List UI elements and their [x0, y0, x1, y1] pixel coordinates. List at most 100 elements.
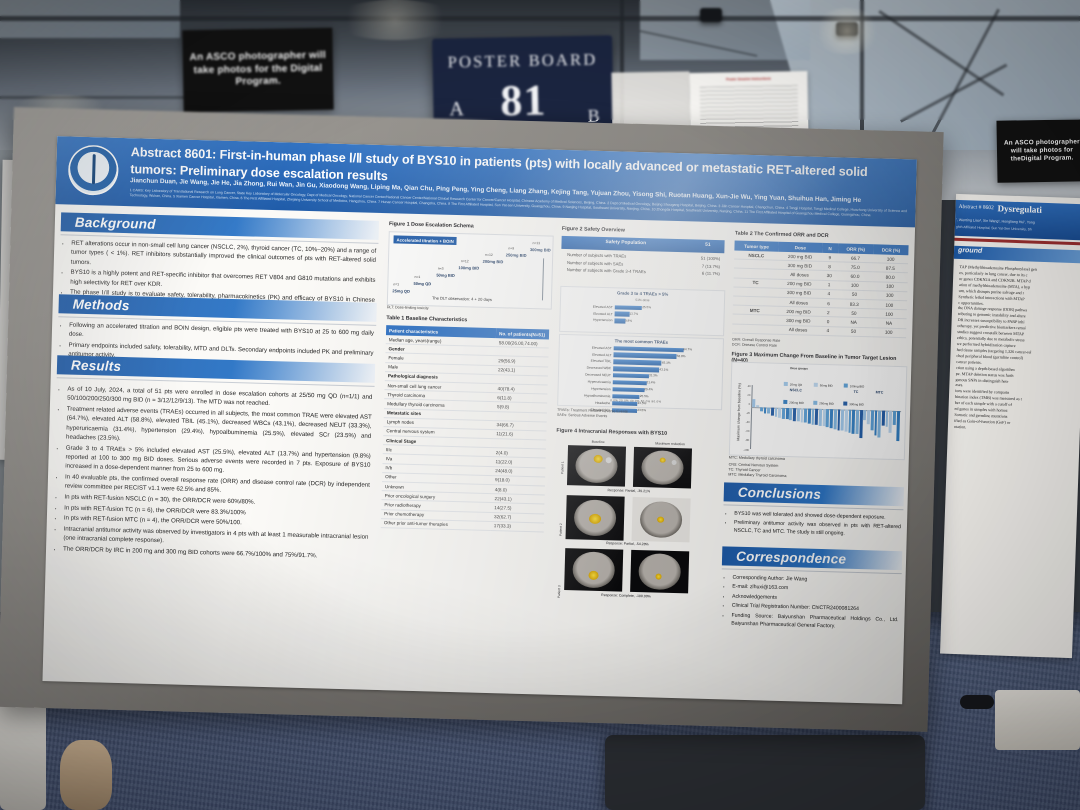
figure1-node-5-n: n=9 [508, 246, 515, 251]
figure2-grade34-label: Hypertension [592, 318, 613, 323]
figure2-common-track: 64.7% [613, 345, 700, 353]
figure2-grade34-bar [614, 311, 630, 317]
table1-baseline-characteristics: Patient characteristics No. of patients(… [380, 325, 550, 532]
section-label-background: Background [74, 214, 156, 232]
window-panel-center [640, 0, 810, 60]
notice-title: Poster Session Instructions [726, 76, 771, 82]
figure2-common-traes-chart: The most common TRAEs Elevated AST 64.7% E… [557, 333, 725, 413]
figure2-common-bar [612, 380, 647, 386]
figure2-common-label: Elevated ALT [592, 352, 612, 357]
figure3-group-mtc: MTC [875, 390, 884, 395]
neighbor-section-bar: ground [953, 245, 1080, 264]
section-label-conclusions: Conclusions [737, 484, 822, 502]
table2-cell: 8 [821, 261, 838, 272]
scientific-poster-8601: Abstract 8601: First-in-human phase Ⅰ/Ⅱ … [42, 136, 917, 705]
ceiling-spotlight-2 [700, 8, 722, 22]
table2-header-2: N [821, 242, 839, 254]
figure2-common-track: 33.3% [612, 373, 699, 380]
asco-photographer-sign-left-text: An ASCO photographer will take photos fo… [189, 50, 326, 88]
figure2-common-bar [612, 373, 649, 379]
neighbor-poster-header: Abstract # 8602 Dysregulati ', Wenting L… [954, 199, 1080, 241]
asco-photographer-sign-right: An ASCO photographer will take photos fo… [996, 119, 1080, 183]
asco-photographer-sign-right-text: An ASCO photographer will take photos fo… [1003, 138, 1080, 163]
figure3-waterfall-bar [778, 407, 782, 418]
figure3-waterfall-bar [781, 407, 786, 419]
figure2-common-bar [613, 352, 677, 359]
figure2-common-value: 45.1% [661, 360, 671, 365]
figure2-common-track: 58.8% [613, 352, 699, 360]
figure3-waterfall-bar [774, 407, 778, 417]
mri-scan-p2-baseline [565, 495, 625, 541]
figure3-waterfall-bar [752, 398, 756, 408]
table2-cell: 6 [820, 298, 837, 308]
figure3-waterfall-bar [863, 410, 867, 421]
figure2-summary-value: 6 (11.7%) [701, 270, 720, 277]
section-label-methods: Methods [72, 296, 130, 314]
figure3-y-tick: 0 [748, 401, 751, 406]
figure1-node-6-n: n=13 [532, 241, 541, 246]
table2-cell: 50 [835, 326, 872, 337]
figure3-group-nsclc: NSCLC [789, 388, 803, 393]
poster-tube-left [0, 700, 46, 810]
figure3-waterfall-bar [767, 407, 771, 414]
mri-scan-p3-reduction [630, 549, 690, 594]
figure2-common-bar [613, 359, 662, 366]
figure2-common-label: Elevated AST [591, 345, 612, 350]
figure3-y-tick: -80 [745, 438, 750, 443]
figure2-common-value: 23.5% [637, 407, 647, 413]
table1-cell-value: 17(33.3) [490, 521, 544, 532]
figure1-node-2-n: n=3 [437, 266, 444, 271]
figure3-y-tick: 20 [747, 392, 751, 397]
figure2-grade34-bar [614, 318, 626, 324]
figure1-node-4-dose: 200mg BID [482, 258, 504, 265]
neighbor-poster-authors: ', Wenting Liao², Xin Wang¹, Hongliang H… [956, 217, 1035, 225]
figure4-row-label-patient2: Patient 2 [558, 523, 563, 536]
figure1-axis-bar [541, 258, 544, 301]
table2-confirmed-orr-dcr: Tumor type Dose N ORR (%) DCR (%) NSCLC 200 m… [732, 240, 909, 338]
table1-caption: Table 1 Baseline Characteristics [386, 315, 468, 324]
figure4-row-label-patient1: Patient 1 [560, 461, 565, 475]
neighbor-section-label: ground [957, 246, 983, 255]
table2-cell: 100 [871, 327, 907, 338]
figure2-common-label: Hypoalbuminemia [583, 393, 611, 399]
asco-photographer-sign-left: An ASCO photographer will take photos fo… [182, 27, 334, 113]
section-label-correspondence: Correspondence [735, 548, 847, 567]
table2-cell: 9 [821, 252, 838, 263]
figure2-grade34-label: Elevated ALT [593, 311, 613, 316]
table2-cell: 4 [819, 325, 836, 336]
poster-header: Abstract 8601: First-in-human phase Ⅰ/Ⅱ … [55, 136, 917, 228]
light-glow-1 [812, 8, 882, 54]
ceiling-truss-1 [0, 16, 1080, 21]
figure2-common-track: 29.4% [612, 387, 699, 394]
figure1-note: The DLT observation: 4 + 20 days [431, 295, 493, 302]
figure3-waterfall-chart: Dose groups 25mg QD 50mg BID 100mg BID200m… [728, 361, 908, 461]
lesion-marker [655, 573, 662, 580]
figure2-common-label: Headache [595, 400, 611, 406]
lesion-marker [656, 516, 665, 523]
section-header-correspondence: Correspondence [721, 546, 903, 571]
figure4-response-p1: Response: Partial, -39.21% [607, 488, 651, 494]
conclusions-bullet-list: BYS10 was well tolerated and showed dose… [725, 510, 902, 541]
light-glow-2 [330, 0, 460, 40]
figure1-node-3-n: n=12 [460, 259, 469, 264]
figure1-footnote: DLT: Dose-limiting toxicity [386, 305, 429, 311]
figure2-common-bar [612, 387, 645, 393]
table2-cell: 4 [820, 289, 837, 299]
figure3-footnote: MTC: Medullary thyroid carcinoma [728, 455, 785, 461]
figure1-node-5-dose: 250mg BID [505, 252, 527, 258]
figure2-grade34-label: Elevated AST [592, 304, 613, 309]
mri-scan-p2-reduction [631, 496, 691, 543]
table2-cell: All doses [776, 324, 820, 336]
figure2-common-value: 58.8% [676, 353, 686, 359]
figure2-grade34-track: 9.8% [614, 318, 700, 326]
figure2-common-value: 43.1% [659, 367, 669, 372]
figure3-y-tick: -40 [745, 419, 750, 425]
lesion-marker [588, 513, 602, 525]
figure1-dose-escalation-schema: Accelerated titration + BOIN n=1 25mg QD… [386, 231, 554, 310]
poster-board-label: POSTER BOARD [447, 49, 598, 72]
neighbor-poster-8602: Abstract # 8602 Dysregulati ', Wenting L… [940, 193, 1080, 659]
figure2-footnote-saes: SAEs: Serious Adverse Events [556, 412, 608, 419]
figure4-col-label-baseline: Baseline [591, 439, 605, 445]
figure3-waterfall-bar [770, 407, 774, 416]
chair-right [995, 690, 1080, 750]
